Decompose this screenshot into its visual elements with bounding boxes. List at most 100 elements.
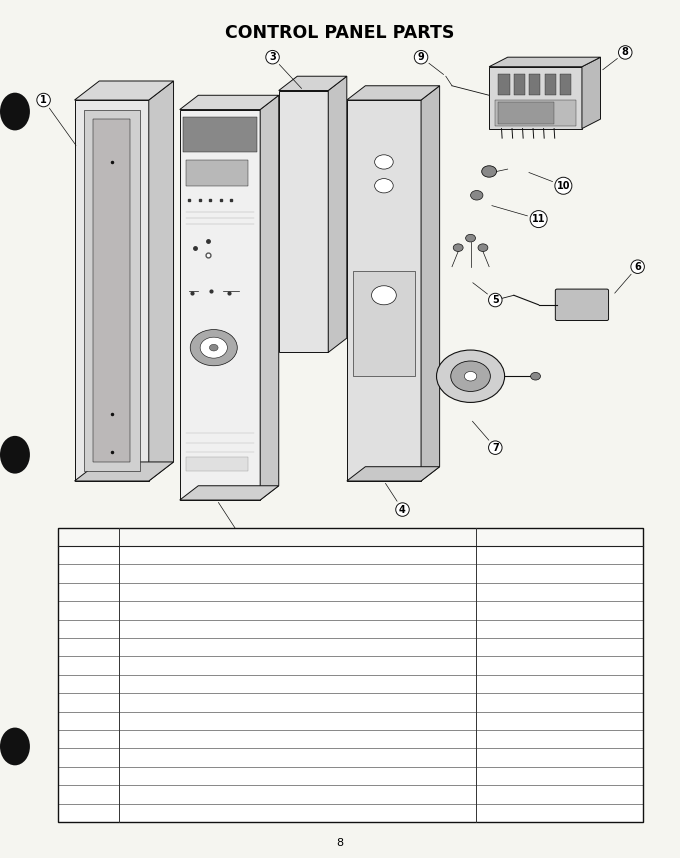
Text: 11: 11: [82, 734, 95, 744]
Circle shape: [437, 350, 505, 402]
Text: 32-071820-09-0: 32-071820-09-0: [521, 625, 598, 633]
Circle shape: [471, 190, 483, 200]
Text: 33-303069-01-0: 33-303069-01-0: [521, 643, 598, 652]
Circle shape: [371, 286, 396, 305]
Text: 1: 1: [85, 551, 92, 559]
Text: 02-304549-06-0: 02-304549-06-0: [521, 588, 598, 596]
Polygon shape: [489, 67, 582, 129]
Text: 4: 4: [386, 483, 406, 515]
Text: 6: 6: [615, 262, 641, 293]
Text: CLIP, CONTROL PANEL MOUNTING (4): CLIP, CONTROL PANEL MOUNTING (4): [123, 771, 300, 781]
Text: KNOB, UPPER OVEN THERMOSTAT: KNOB, UPPER OVEN THERMOSTAT: [123, 662, 283, 670]
Text: 1: 1: [40, 95, 76, 145]
Text: CLOCK, ELECTRONIC: CLOCK, ELECTRONIC: [123, 680, 220, 688]
Polygon shape: [84, 110, 139, 472]
Text: 01-092372-01-0: 01-092372-01-0: [521, 808, 598, 818]
Text: 10: 10: [82, 716, 95, 725]
Text: 7: 7: [473, 421, 498, 453]
Polygon shape: [180, 110, 260, 500]
Text: 8: 8: [85, 680, 92, 688]
Text: DESCRIPTION: DESCRIPTION: [260, 532, 335, 542]
Text: 07-304678-02-0: 07-304678-02-0: [521, 698, 598, 707]
Polygon shape: [75, 100, 149, 481]
Text: 3: 3: [269, 52, 302, 88]
Polygon shape: [489, 57, 600, 67]
Circle shape: [209, 344, 218, 351]
Polygon shape: [328, 76, 347, 353]
Text: SCREW, THERMOSTAT MOUNTING (2): SCREW, THERMOSTAT MOUNTING (2): [123, 753, 299, 762]
Circle shape: [0, 728, 30, 765]
Bar: [183, 117, 257, 153]
Bar: [514, 74, 525, 95]
Polygon shape: [421, 86, 439, 481]
Bar: [186, 160, 248, 186]
Text: N/S: N/S: [80, 808, 98, 818]
Polygon shape: [180, 95, 279, 110]
Circle shape: [200, 337, 227, 358]
FancyBboxPatch shape: [556, 289, 609, 321]
Text: SCREW, TAP TYPE (7): SCREW, TAP TYPE (7): [123, 808, 224, 818]
Text: N/S: N/S: [80, 790, 98, 799]
Polygon shape: [582, 57, 600, 129]
Text: THERMOSTAT, UPPER OVEN: THERMOSTAT, UPPER OVEN: [123, 643, 253, 652]
Text: 01-097885-02-0: 01-097885-02-0: [521, 790, 597, 799]
Polygon shape: [347, 467, 439, 481]
Text: 11: 11: [492, 206, 545, 224]
Polygon shape: [149, 81, 173, 481]
Circle shape: [0, 93, 30, 130]
Circle shape: [478, 244, 488, 251]
Circle shape: [454, 244, 463, 251]
Text: CONTROL PANEL PARTS: CONTROL PANEL PARTS: [225, 24, 455, 41]
Polygon shape: [260, 95, 279, 500]
Text: 8: 8: [602, 47, 629, 69]
Text: 8: 8: [337, 837, 343, 848]
Text: KNOB, BIT GENERATOR SHAFT: KNOB, BIT GENERATOR SHAFT: [123, 734, 265, 744]
Text: TRIM, FRAME: TRIM, FRAME: [123, 551, 185, 559]
Text: 07-304036-04-0: 07-304036-04-0: [521, 551, 598, 559]
Polygon shape: [279, 91, 328, 353]
Text: 7: 7: [85, 662, 92, 670]
Text: SHAFT, BIT GENERATOR: SHAFT, BIT GENERATOR: [123, 716, 235, 725]
Text: NUT, HEX "KEPS" (3): NUT, HEX "KEPS" (3): [123, 790, 220, 799]
Circle shape: [466, 234, 475, 242]
Circle shape: [481, 166, 496, 178]
Polygon shape: [180, 486, 279, 500]
Text: PART NUMBER: PART NUMBER: [520, 532, 599, 542]
Polygon shape: [347, 100, 421, 481]
Text: 9: 9: [418, 52, 443, 75]
Polygon shape: [93, 119, 131, 462]
Text: 5: 5: [473, 282, 498, 305]
Polygon shape: [75, 462, 173, 481]
Text: 09-302803-04-0: 09-302803-04-0: [521, 680, 598, 688]
Text: 3: 3: [85, 588, 92, 596]
Text: N/S: N/S: [80, 771, 98, 781]
Text: 07-304737-02-0: 07-304737-02-0: [521, 716, 598, 725]
Text: 4: 4: [85, 606, 92, 615]
Circle shape: [375, 178, 393, 193]
Text: 2: 2: [218, 503, 245, 543]
Bar: [545, 74, 556, 95]
Bar: [498, 102, 554, 124]
Text: INSULATOR, ELECTRICAL: INSULATOR, ELECTRICAL: [123, 588, 240, 596]
Text: 2: 2: [85, 569, 92, 578]
Text: ITEM: ITEM: [75, 532, 102, 542]
Circle shape: [451, 361, 490, 391]
Circle shape: [0, 436, 30, 474]
Text: SET BUTTON, CLOCK (4): SET BUTTON, CLOCK (4): [123, 698, 237, 707]
Bar: [498, 74, 509, 95]
Bar: [495, 100, 576, 126]
Polygon shape: [75, 81, 173, 100]
Text: 9: 9: [85, 698, 92, 707]
Polygon shape: [347, 86, 439, 100]
Circle shape: [190, 329, 237, 366]
Bar: [186, 457, 248, 472]
Text: 10: 10: [529, 172, 570, 190]
Polygon shape: [279, 76, 347, 91]
Text: 73-096700-00-0: 73-096700-00-0: [521, 771, 598, 781]
Text: 07-304258-02-0: 07-304258-02-0: [521, 662, 598, 670]
Bar: [353, 271, 415, 376]
Circle shape: [464, 372, 477, 381]
Text: INDICATOR LIGHT (3): INDICATOR LIGHT (3): [123, 625, 223, 633]
Text: 66-304259-01-0: 66-304259-01-0: [521, 606, 598, 615]
Text: 06-304027-02-0: 06-304027-02-0: [521, 569, 598, 578]
